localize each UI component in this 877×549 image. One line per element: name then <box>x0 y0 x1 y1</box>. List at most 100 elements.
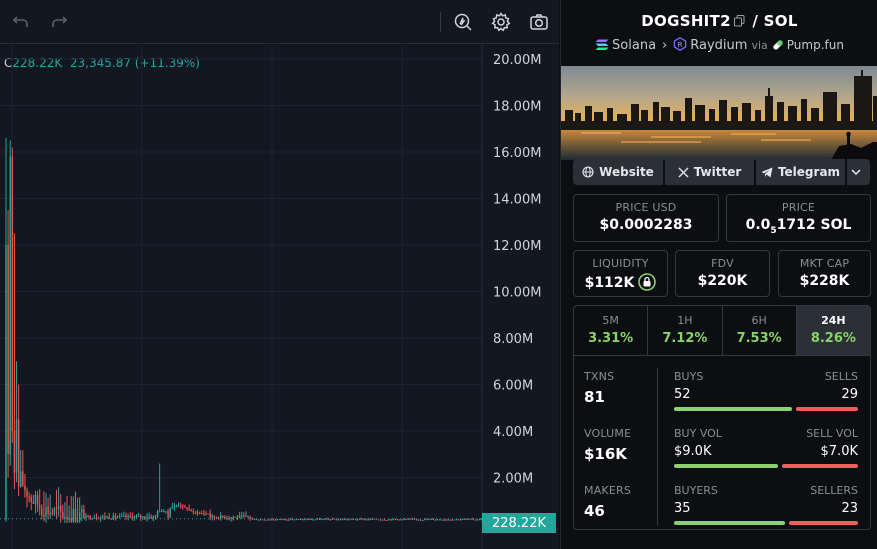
candle-body <box>9 156 11 455</box>
candle-body <box>344 519 346 521</box>
twitter-label: Twitter <box>693 165 742 179</box>
candle-body <box>19 471 22 487</box>
candle-body <box>171 507 174 509</box>
candle-body <box>468 518 470 520</box>
candle-body <box>335 519 338 521</box>
candle-body <box>346 519 348 521</box>
y-tick-label: 14.00M <box>493 193 541 208</box>
candle-body <box>375 518 378 520</box>
tab-6h[interactable]: 6H 7.53% <box>723 306 797 355</box>
candle-body <box>36 495 39 506</box>
tab-label: 1H <box>677 314 693 327</box>
candle-body <box>211 515 214 518</box>
candle-body <box>379 519 382 521</box>
candle-body <box>304 519 306 521</box>
candle-body <box>175 505 178 507</box>
tab-24h[interactable]: 24H 8.26% <box>796 306 870 355</box>
txns-value: 81 <box>584 388 605 406</box>
more-links-button[interactable] <box>847 159 870 185</box>
candle-body <box>356 519 359 521</box>
candle-body <box>392 518 395 521</box>
raydium-icon: R <box>673 37 687 51</box>
tab-change: 8.26% <box>810 331 856 346</box>
chain-name[interactable]: Solana <box>612 38 657 53</box>
candle-body <box>457 519 460 521</box>
candle-body <box>274 519 277 521</box>
candle-body <box>148 517 150 519</box>
candle-body <box>447 519 449 521</box>
indicator-icon[interactable] <box>450 9 476 35</box>
candle-body <box>253 519 256 521</box>
price-sol-value: 0.051712 SOL <box>727 217 870 236</box>
candle-body <box>89 516 91 519</box>
candle-body <box>91 518 94 520</box>
twitter-button[interactable]: Twitter <box>665 159 754 185</box>
settings-icon[interactable] <box>488 9 514 35</box>
candle-body <box>127 515 129 518</box>
candle-body <box>213 515 216 518</box>
redo-icon[interactable] <box>46 9 72 35</box>
sellers-bar <box>789 521 858 525</box>
candle-body <box>407 518 409 520</box>
candle-body <box>179 505 182 507</box>
buyers-value: 35 <box>674 501 691 516</box>
telegram-label: Telegram <box>777 165 841 179</box>
candle-body <box>83 509 85 519</box>
candle-body <box>342 519 344 521</box>
buys-bar <box>674 407 792 411</box>
tab-5m[interactable]: 5M 3.31% <box>574 306 649 355</box>
candle-body <box>169 508 171 518</box>
telegram-button[interactable]: Telegram <box>756 159 845 185</box>
candle-body <box>400 519 403 521</box>
candle-body <box>360 518 363 520</box>
candle-body <box>222 515 224 518</box>
via-label: via <box>751 39 768 52</box>
candle-body <box>478 519 481 521</box>
candle-body <box>142 516 144 518</box>
pair-info-panel: DOGSHIT2 / SOL Solana › R Raydium via Pump.fu… <box>560 0 877 549</box>
telegram-icon <box>761 167 773 177</box>
candle-body <box>272 519 275 521</box>
candle-body <box>247 515 249 517</box>
pair-route: Solana › R Raydium via Pump.fun <box>561 37 877 53</box>
candle-body <box>234 516 237 518</box>
candle-body <box>409 518 411 520</box>
copy-icon[interactable] <box>733 15 745 27</box>
pair-separator: / <box>752 12 759 30</box>
candle-body <box>451 519 453 521</box>
candle-body <box>51 512 54 514</box>
candle-body <box>297 519 300 521</box>
dex-name[interactable]: Raydium <box>690 38 748 53</box>
candle-body <box>224 517 226 519</box>
candle-body <box>428 519 430 521</box>
candle-body <box>72 508 75 522</box>
y-tick-label: 16.00M <box>493 146 541 161</box>
sell-volume-bar <box>782 464 858 468</box>
buys-value: 52 <box>674 387 691 402</box>
price-chart-panel[interactable]: C228.22K 23,345.87 (+11.39%) 20.00M 18.00… <box>0 0 559 549</box>
timeframe-tabs: 5M 3.31% 1H 7.12% 6H 7.53% 24H 8.26% <box>574 306 870 356</box>
camera-icon[interactable] <box>526 9 552 35</box>
website-button[interactable]: Website <box>573 159 663 185</box>
candle-body <box>133 516 136 519</box>
candle-body <box>443 519 445 521</box>
candle-body <box>64 516 66 518</box>
buys-label: BUYS <box>674 370 704 383</box>
candle-body <box>323 518 325 520</box>
tab-change: 7.53% <box>736 331 782 346</box>
tab-1h[interactable]: 1H 7.12% <box>648 306 723 355</box>
launchpad-name[interactable]: Pump.fun <box>786 38 844 52</box>
candle-body <box>7 245 9 455</box>
liquidity-lock-icon[interactable] <box>638 273 657 291</box>
txns-label: TXNS <box>584 370 615 383</box>
quote-token: SOL <box>763 12 798 30</box>
candle-body <box>377 519 380 521</box>
y-tick-label: 20.00M <box>493 53 541 68</box>
candle-body <box>316 518 319 520</box>
x-logo-icon <box>678 167 689 177</box>
candle-body <box>97 518 100 520</box>
candlestick-chart[interactable]: 20.00M 18.00M 16.00M 14.00M 12.00M 10.00M 8.00… <box>0 45 559 549</box>
candle-body <box>327 518 329 520</box>
candle-body <box>165 511 167 513</box>
undo-icon[interactable] <box>8 9 34 35</box>
